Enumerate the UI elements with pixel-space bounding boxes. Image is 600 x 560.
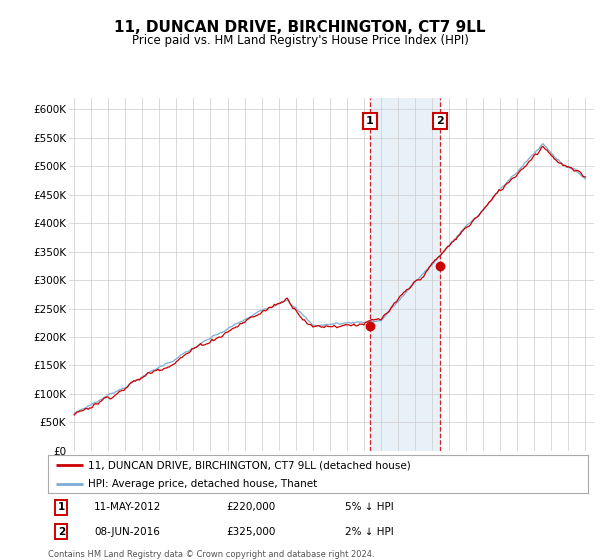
Text: 2% ↓ HPI: 2% ↓ HPI [345,526,394,536]
Bar [370,98,440,451]
Text: 08-JUN-2016: 08-JUN-2016 [94,526,160,536]
Text: 11, DUNCAN DRIVE, BIRCHINGTON, CT7 9LL: 11, DUNCAN DRIVE, BIRCHINGTON, CT7 9LL [114,20,486,35]
Text: 11-MAY-2012: 11-MAY-2012 [94,502,161,512]
Text: 5% ↓ HPI: 5% ↓ HPI [345,502,394,512]
Text: £220,000: £220,000 [226,502,275,512]
Text: HPI: Average price, detached house, Thanet: HPI: Average price, detached house, Than… [89,479,318,489]
Text: 2: 2 [58,526,65,536]
Text: 1: 1 [366,116,374,126]
Text: £325,000: £325,000 [226,526,275,536]
Text: 11, DUNCAN DRIVE, BIRCHINGTON, CT7 9LL (detached house): 11, DUNCAN DRIVE, BIRCHINGTON, CT7 9LL (… [89,460,411,470]
Text: Price paid vs. HM Land Registry's House Price Index (HPI): Price paid vs. HM Land Registry's House … [131,34,469,46]
Text: 2: 2 [436,116,443,126]
Text: 1: 1 [58,502,65,512]
Text: Contains HM Land Registry data © Crown copyright and database right 2024.
This d: Contains HM Land Registry data © Crown c… [48,550,374,560]
